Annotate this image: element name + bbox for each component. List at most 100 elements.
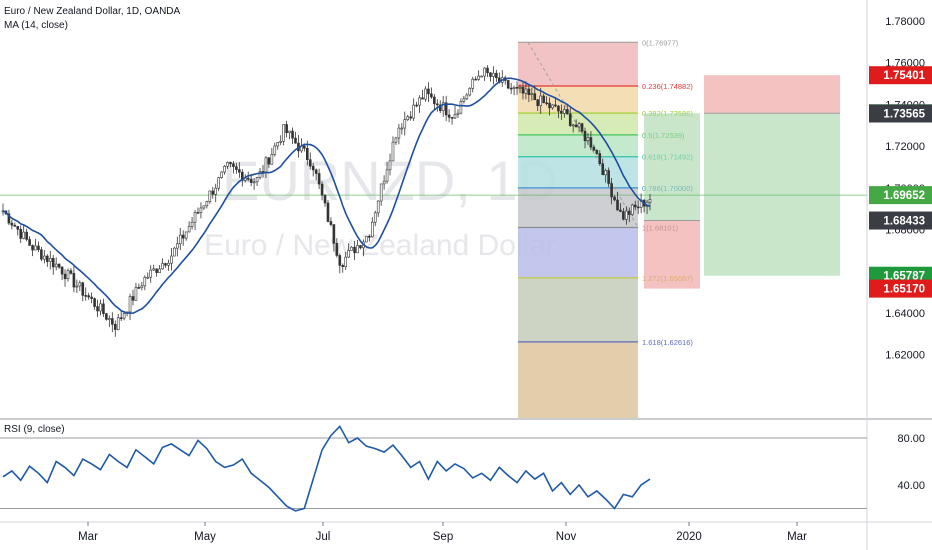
candle-body-down xyxy=(607,170,610,184)
candle-body-up xyxy=(173,247,176,257)
candle xyxy=(320,181,324,201)
candle xyxy=(373,210,377,227)
candle xyxy=(273,142,277,157)
candle-body-down xyxy=(595,149,599,154)
candle-body-down xyxy=(592,146,596,151)
candle xyxy=(554,98,557,108)
candle-body-down xyxy=(235,166,238,170)
candle-body-up xyxy=(134,287,138,301)
candle xyxy=(285,120,288,138)
candle xyxy=(235,162,238,174)
candle-body-up xyxy=(400,127,404,130)
candle xyxy=(441,95,445,117)
candle xyxy=(25,228,28,242)
candle-body-down xyxy=(60,266,64,275)
candle xyxy=(418,95,421,113)
candle xyxy=(161,258,164,270)
candle xyxy=(323,194,327,207)
candle-body-up xyxy=(604,170,607,176)
candle xyxy=(601,158,605,176)
candle-body-up xyxy=(648,199,652,203)
fib-zone-1.272-1.618 xyxy=(518,277,638,342)
candle-body-up xyxy=(170,255,173,264)
candle-body-up xyxy=(563,109,566,114)
time-tick-label: Sep xyxy=(433,531,453,543)
candle-body-down xyxy=(303,145,306,149)
candle-body-up xyxy=(350,246,353,251)
candle xyxy=(456,109,460,118)
candle xyxy=(598,150,602,166)
candle xyxy=(506,79,510,90)
candle-body-down xyxy=(415,104,418,107)
fib-zone-0.618-0.786 xyxy=(518,156,638,188)
fib-zone-1-1.272 xyxy=(518,227,638,278)
candle xyxy=(81,281,85,302)
candle-body-down xyxy=(506,80,510,89)
candle-body-up xyxy=(480,75,483,78)
candle xyxy=(435,99,439,112)
candle-body-down xyxy=(474,78,477,81)
candle-body-up xyxy=(282,124,285,142)
candle xyxy=(370,217,374,238)
time-tick-label: Mar xyxy=(78,531,98,543)
candle xyxy=(560,104,563,121)
candle xyxy=(571,123,575,133)
candle xyxy=(143,275,147,291)
candle xyxy=(604,168,607,183)
candle xyxy=(583,127,587,149)
candle xyxy=(72,265,76,293)
candle xyxy=(170,248,173,271)
candle xyxy=(28,236,31,246)
candle xyxy=(633,200,637,211)
candle-body-down xyxy=(16,226,20,230)
candle-body-up xyxy=(388,160,392,171)
candle xyxy=(376,200,380,217)
candle xyxy=(468,87,472,97)
candle xyxy=(329,217,333,227)
candle xyxy=(385,161,389,184)
candle-body-down xyxy=(332,224,336,244)
candle xyxy=(574,119,578,128)
time-tick-label: 2020 xyxy=(676,531,702,543)
candle-body-down xyxy=(338,255,342,266)
candle-body-down xyxy=(19,229,23,239)
candle xyxy=(317,168,321,190)
short-position-profit-zone xyxy=(704,113,840,276)
candle xyxy=(465,92,469,101)
candle-body-down xyxy=(598,153,602,164)
candle xyxy=(105,312,108,321)
candle xyxy=(409,111,412,121)
price-label-box xyxy=(869,104,932,123)
candle xyxy=(338,253,342,274)
fib-label-1.618: 1.618(1.62616) xyxy=(642,338,693,347)
candle-body-down xyxy=(435,103,439,106)
candle-body-up xyxy=(152,268,155,271)
candle xyxy=(116,314,120,331)
candle xyxy=(16,225,20,236)
candle-body-up xyxy=(492,72,495,77)
candle xyxy=(486,65,489,78)
candle xyxy=(477,70,480,81)
candle xyxy=(211,186,215,199)
candle-body-up xyxy=(379,183,383,202)
candle-body-up xyxy=(217,177,220,189)
candle-body-up xyxy=(465,94,469,100)
candle xyxy=(99,299,102,316)
candle-body-down xyxy=(421,97,424,100)
candle xyxy=(75,279,79,293)
candle-body-down xyxy=(93,298,96,307)
candle-body-down xyxy=(63,273,67,280)
candle xyxy=(607,167,610,187)
candle xyxy=(54,257,58,271)
fib-label-0.236: 0.236(1.74882) xyxy=(642,82,693,91)
candle-body-down xyxy=(329,221,333,225)
moving-average-line xyxy=(2,77,651,315)
candle-body-up xyxy=(22,231,25,239)
candle-body-down xyxy=(326,202,330,222)
candle-body-up xyxy=(264,157,268,173)
candle xyxy=(630,203,634,217)
candle-body-up xyxy=(424,88,427,100)
candle xyxy=(616,191,619,211)
candle-body-up xyxy=(202,205,206,209)
